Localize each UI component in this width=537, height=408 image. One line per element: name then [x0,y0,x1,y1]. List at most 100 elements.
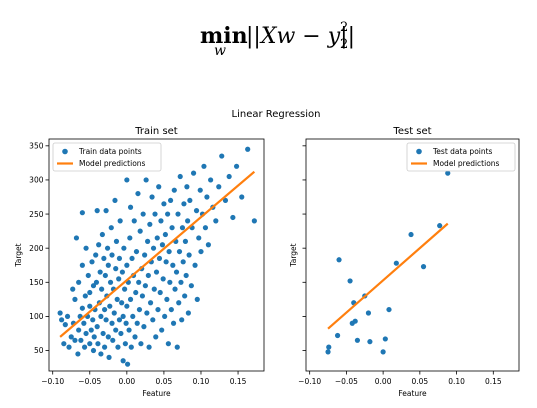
data-point [145,238,151,244]
data-point [153,334,159,340]
data-point [124,361,131,367]
data-point [116,255,123,262]
legend: Test data points Model predictions [406,142,516,172]
data-point [154,235,160,241]
plot-area [325,170,451,355]
plot-frame [305,138,520,372]
data-point [94,208,100,214]
data-point [326,344,332,350]
data-point [196,235,202,241]
data-point [142,252,148,258]
data-point [113,238,120,244]
formula-body: ||Xw − y|| [246,24,355,49]
data-point [87,341,93,347]
data-point [380,349,386,355]
data-point [141,324,147,330]
data-point [105,262,111,268]
data-point [126,327,132,333]
data-point [144,310,150,316]
data-point [123,320,129,326]
x-tick-label: 0.00 [118,377,135,386]
data-point [163,259,169,265]
data-point [103,317,109,323]
data-point [176,248,183,255]
data-point [83,330,89,337]
data-point [146,344,152,350]
legend-box [406,142,516,172]
data-point [334,332,341,339]
data-point [130,313,136,320]
y-tick-label: 150 [29,278,44,287]
data-point [172,286,178,292]
data-point [150,317,156,323]
x-axis-label: Feature [142,389,171,398]
data-point [79,305,85,311]
data-point [138,341,144,347]
y-axis-label: Target [14,243,23,267]
y-tick-label: 300 [29,176,44,185]
data-point [167,279,173,285]
data-point [107,279,114,285]
data-point [61,341,67,347]
data-point [182,238,189,244]
plot-frame [48,138,265,372]
data-point [90,347,97,354]
data-point [90,317,96,323]
data-point [202,225,209,231]
data-point [113,327,119,333]
data-point [98,351,104,357]
data-point [162,231,168,238]
data-point [89,259,95,265]
data-point [175,211,181,217]
data-point [122,286,128,292]
data-point [100,330,106,337]
data-point [105,334,111,340]
data-point [167,197,174,204]
data-point [99,231,105,238]
data-point [110,337,116,343]
data-point [119,269,125,275]
data-point [102,344,108,350]
data-point [216,184,222,190]
data-point [178,279,184,285]
data-point [72,296,78,302]
data-point [192,262,198,268]
data-point [68,334,74,340]
formula-op: min [200,23,248,49]
data-point [109,252,115,258]
y-tick-label: 250 [29,210,44,219]
data-point [137,228,143,234]
data-point [121,245,127,251]
data-point [181,201,187,207]
data-point [386,306,392,313]
legend-box [52,142,162,172]
data-point [194,296,200,302]
data-point [103,208,109,214]
data-point [157,289,163,296]
prediction-line [327,222,449,330]
x-tick-label: 0.15 [485,377,502,386]
x-tick-label: −0.05 [78,377,101,386]
data-point [135,190,141,197]
legend-label: Train data points [78,147,142,156]
data-point [132,334,138,340]
data-point [142,283,148,289]
data-point [104,245,111,251]
data-point [128,344,134,350]
data-point [145,272,151,279]
data-point [91,334,97,340]
data-point [354,337,361,343]
data-point [188,283,194,289]
data-point [166,248,172,255]
x-tick-label: −0.10 [41,377,64,386]
x-tick-label: −0.10 [298,377,321,386]
legend-marker-points [62,148,68,155]
data-point [76,279,82,285]
chart-title: Test set [392,126,431,137]
data-point [102,272,108,279]
x-tick-label: 0.10 [448,377,465,386]
data-point [169,225,175,231]
data-point [116,317,123,323]
data-point [165,341,171,347]
